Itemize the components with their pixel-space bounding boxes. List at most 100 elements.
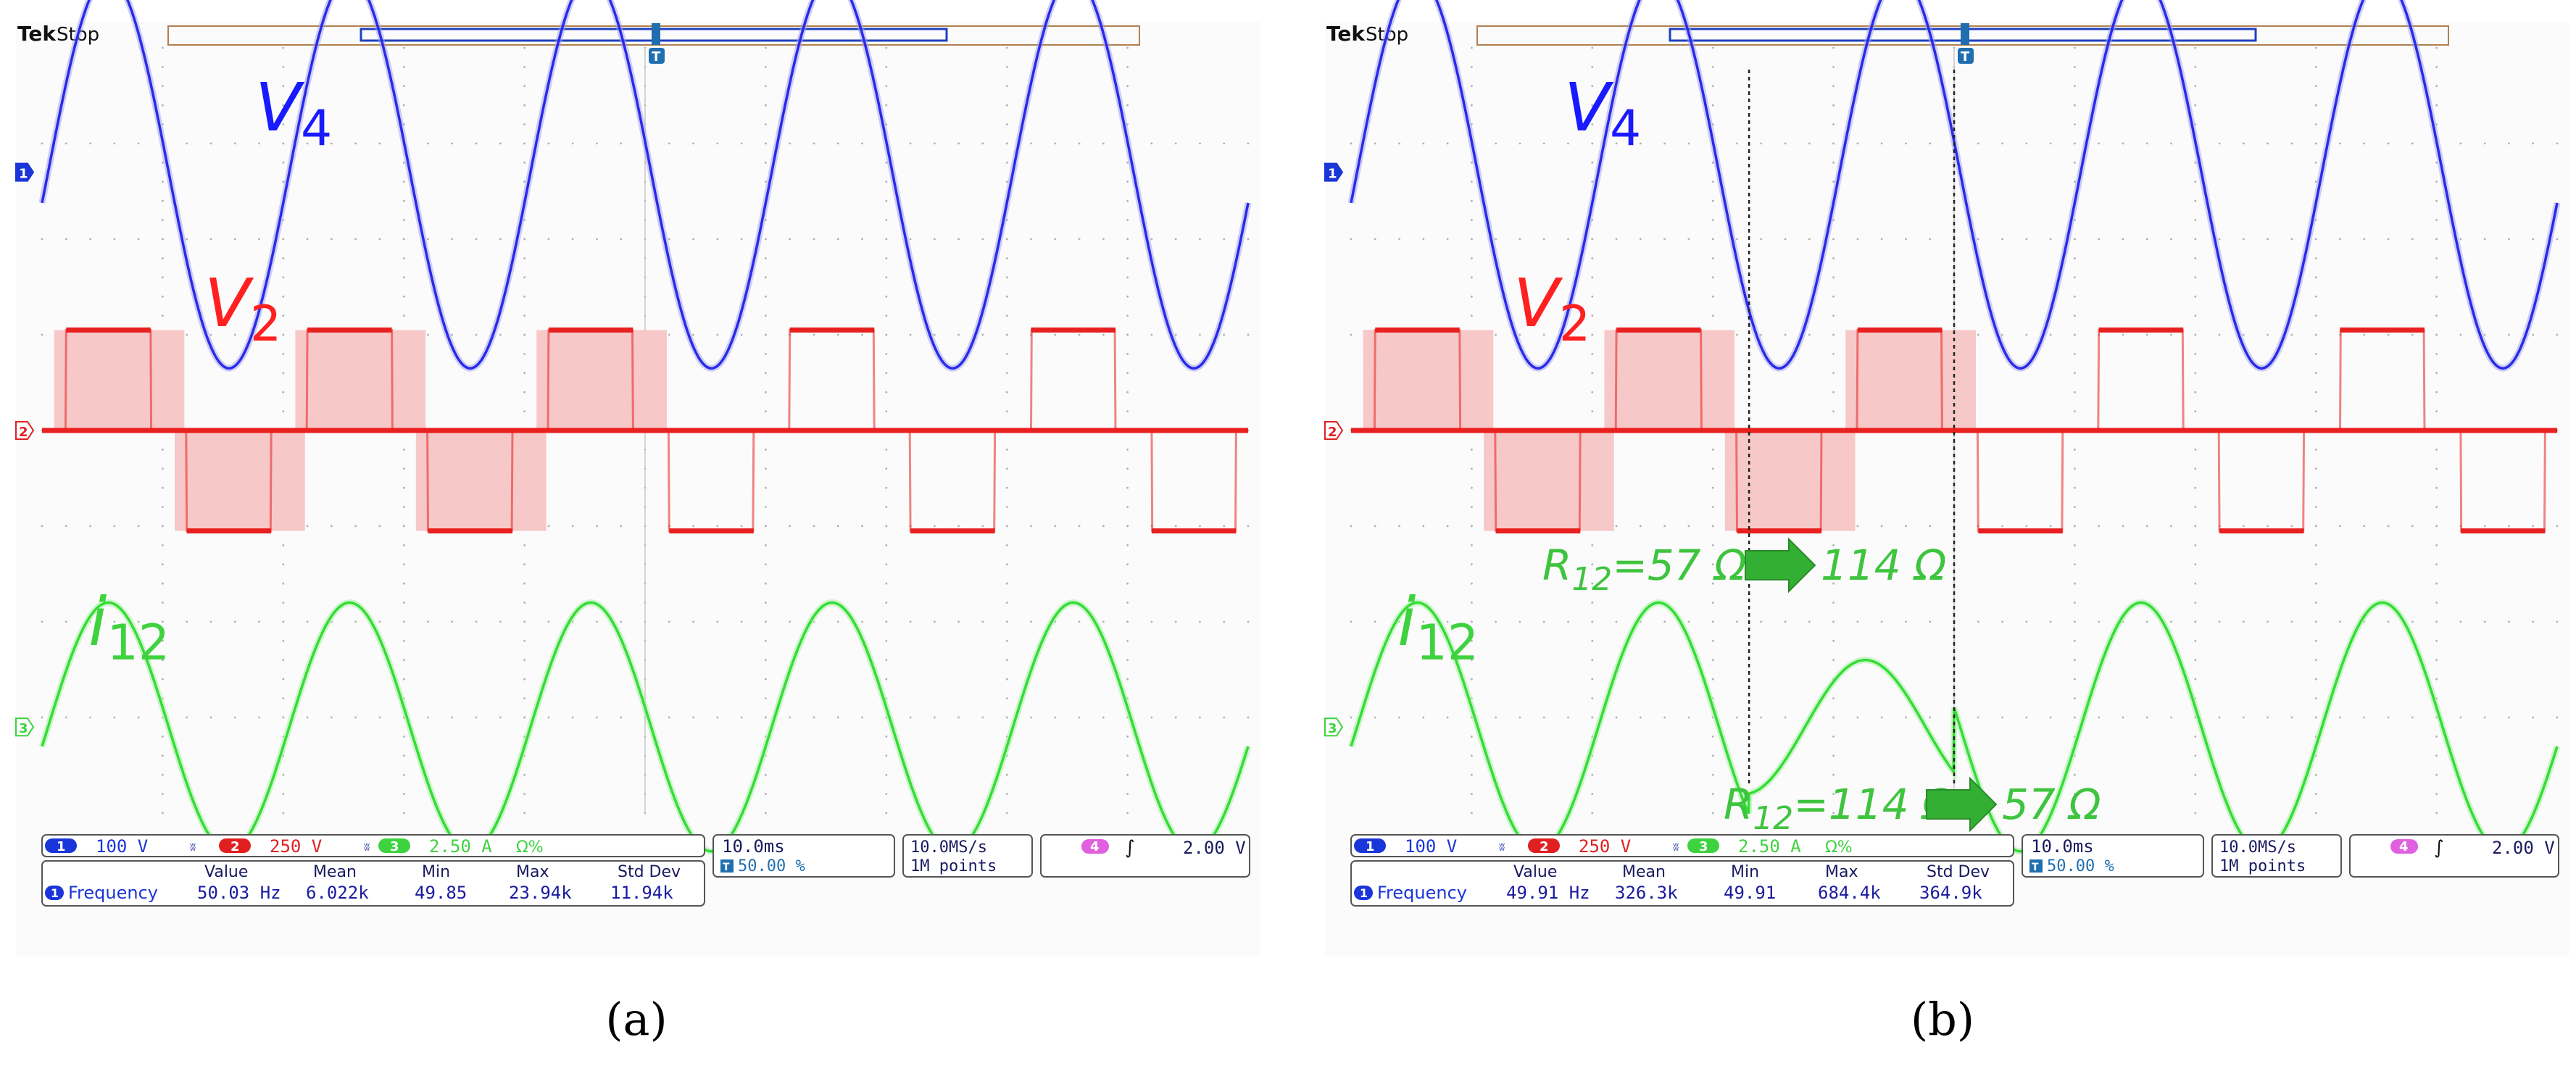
grid-dot — [2435, 295, 2438, 298]
grid-dot — [1495, 238, 1497, 241]
grid-dot — [1856, 525, 1859, 528]
timebase-scale: 10.0ms — [2031, 836, 2094, 857]
grid-dot — [282, 142, 285, 145]
grid-dot — [716, 525, 719, 528]
grid-dot — [933, 142, 936, 145]
ch1-ground-marker-label: 1 — [19, 167, 28, 182]
grid-dot — [1760, 716, 1763, 719]
grid-dot — [1736, 333, 1738, 336]
grid-dot — [2435, 601, 2438, 604]
timebase-position: 50.00 % — [738, 857, 805, 875]
grid-dot — [2001, 620, 2003, 623]
grid-dot — [1591, 162, 1594, 164]
grid-dot — [668, 142, 670, 145]
grid-dot — [2074, 162, 2076, 164]
grid-dot — [1495, 142, 1497, 145]
grid-dot — [1126, 793, 1129, 795]
grid-dot — [402, 199, 405, 202]
grid-dot — [1591, 104, 1594, 107]
grid-dot — [1880, 238, 1883, 241]
grid-dot — [1639, 238, 1642, 241]
grid-dot — [1150, 333, 1153, 336]
grid-dot — [957, 238, 960, 241]
grid-dot — [1711, 563, 1714, 566]
grid-dot — [2194, 525, 2197, 528]
grid-dot — [2194, 410, 2197, 412]
grid-dot — [1687, 620, 1690, 623]
grid-dot — [1471, 295, 1473, 298]
grid-dot — [523, 391, 525, 393]
annotation-subscript: 12 — [1571, 561, 1612, 598]
grid-dot — [885, 162, 888, 164]
grid-dot — [378, 142, 381, 145]
grid-dot — [65, 620, 67, 623]
grid-dot — [2074, 467, 2076, 470]
grid-dot — [402, 180, 405, 183]
grid-dot — [596, 142, 598, 145]
grid-dot — [523, 333, 525, 336]
grid-dot — [2194, 315, 2197, 317]
grid-dot — [2556, 620, 2559, 623]
grid-dot — [861, 620, 863, 623]
grid-dot — [1005, 238, 1008, 241]
grid-dot — [885, 736, 888, 738]
grid-dot — [402, 276, 405, 279]
grid-dot — [2049, 620, 2052, 623]
channel-2-pulse-fill — [355, 330, 426, 430]
grid-dot — [1542, 620, 1545, 623]
grid-dot — [1078, 238, 1081, 241]
grid-dot — [1856, 142, 1859, 145]
measurement-value: 49.91 — [1724, 883, 1776, 903]
measurement-label: Frequency — [1377, 883, 1467, 903]
grid-dot — [282, 66, 285, 68]
grid-dot — [1005, 391, 1008, 393]
trace-label-sub: 12 — [107, 615, 170, 672]
scope-panel-b: Tek Stop T 1 2 3 V4 V2 i12 R12=57 Ω 114 Ω R12=114 Ω… — [1324, 0, 2569, 957]
grid-dot — [2435, 372, 2438, 375]
timebase-t-icon — [2029, 859, 2043, 873]
grid-dot — [282, 46, 285, 49]
timebase-t-label: T — [723, 862, 730, 873]
grid-dot — [1471, 659, 1473, 662]
grid-dot — [1711, 601, 1714, 604]
grid-dot — [716, 238, 719, 241]
grid-dot — [740, 333, 743, 336]
grid-dot — [2363, 716, 2366, 719]
grid-dot — [427, 333, 429, 336]
acquisition-box — [902, 834, 1033, 878]
grid-dot — [2339, 620, 2341, 623]
grid-dot — [2194, 104, 2197, 107]
grid-dot — [620, 620, 623, 623]
grid-dot — [765, 66, 767, 68]
trigger-slope-icon: ∫ — [1125, 837, 1135, 859]
grid-dot — [2435, 449, 2438, 451]
grid-dot — [885, 449, 888, 451]
grid-dot — [1880, 620, 1883, 623]
grid-dot — [1542, 716, 1545, 719]
grid-dot — [2025, 142, 2028, 145]
channel-suffix: Ω% — [1825, 838, 1853, 857]
grid-dot — [2435, 486, 2438, 489]
annotation-to: 114 Ω — [1821, 541, 1946, 590]
channel-scale: 100 V — [96, 836, 148, 857]
grid-dot — [162, 620, 164, 623]
grid-dot — [2074, 697, 2076, 699]
grid-dot — [2314, 238, 2317, 241]
grid-dot — [2098, 620, 2101, 623]
grid-dot — [2314, 295, 2317, 298]
grid-dot — [620, 525, 623, 528]
grid-dot — [1471, 315, 1473, 317]
grid-dot — [2363, 333, 2366, 336]
grid-dot — [2532, 620, 2535, 623]
grid-dot — [523, 773, 525, 776]
grid-dot — [2001, 333, 2003, 336]
grid-dot — [1471, 544, 1473, 546]
grid-dot — [1398, 238, 1400, 241]
measurement-header: Max — [1825, 863, 1858, 881]
grid-dot — [1471, 257, 1473, 259]
grid-dot — [475, 620, 478, 623]
grid-dot — [233, 620, 236, 623]
grid-dot — [1422, 238, 1425, 241]
grid-dot — [1639, 525, 1642, 528]
grid-dot — [596, 716, 598, 719]
